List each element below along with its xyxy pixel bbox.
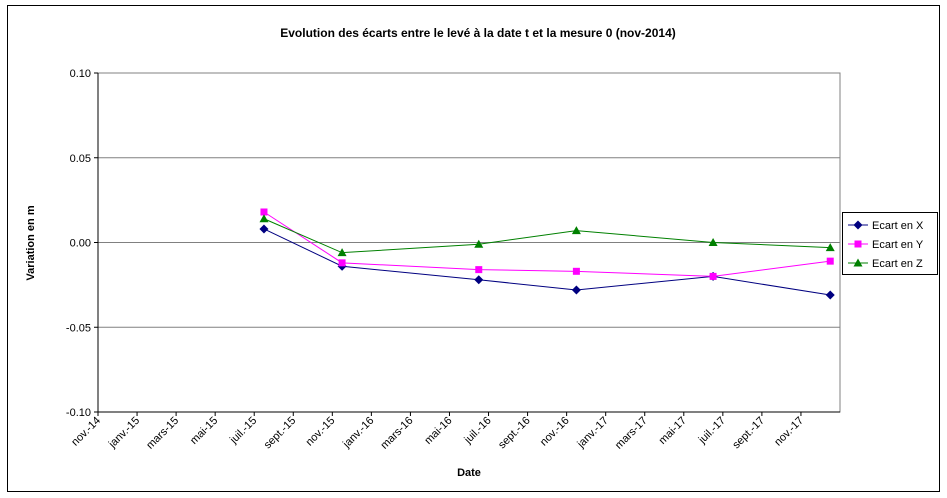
marker (572, 267, 580, 275)
marker (338, 259, 346, 267)
marker (853, 220, 863, 230)
marker (474, 239, 484, 248)
marker (259, 214, 269, 223)
marker (825, 243, 835, 252)
y-tick-label: 0.05 (70, 153, 91, 165)
marker (854, 240, 862, 248)
marker (475, 266, 483, 274)
series-line (263, 218, 831, 254)
y-tick-label: -0.10 (66, 407, 91, 419)
chart-title: Evolution des écarts entre le levé à la … (280, 26, 676, 40)
y-axis-label: Variation en m (25, 205, 37, 280)
marker (709, 272, 717, 280)
legend-label: Ecart en Y (872, 239, 924, 251)
marker (571, 285, 581, 295)
series-line (263, 228, 831, 296)
marker (474, 275, 484, 285)
marker (260, 208, 268, 216)
marker (825, 290, 835, 300)
series-line (263, 211, 831, 277)
legend-label: Ecart en X (872, 220, 924, 232)
x-axis-label: Date (457, 467, 481, 479)
marker (708, 238, 718, 246)
legend-label: Ecart en Z (872, 258, 923, 270)
marker (337, 248, 347, 257)
marker (259, 224, 269, 234)
marker (853, 258, 863, 267)
marker (571, 226, 581, 235)
marker (826, 257, 834, 265)
y-tick-label: -0.05 (66, 322, 91, 334)
y-tick-label: 0.00 (70, 238, 91, 250)
y-tick-label: 0.10 (70, 68, 91, 80)
